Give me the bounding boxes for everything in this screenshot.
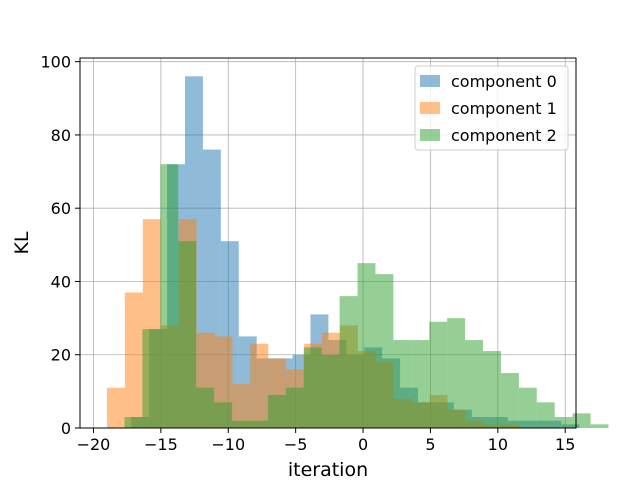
histogram-bar bbox=[483, 351, 501, 428]
x-tick-label: −15 bbox=[144, 435, 178, 454]
histogram-bar bbox=[249, 420, 268, 428]
histogram-bar bbox=[339, 296, 358, 428]
histogram-bar bbox=[142, 329, 161, 428]
y-tick-label: 0 bbox=[61, 419, 71, 438]
y-axis-label: KL bbox=[11, 231, 33, 254]
y-tick-label: 100 bbox=[40, 53, 71, 72]
plot-frame bbox=[79, 57, 577, 429]
histogram-bar bbox=[232, 384, 251, 428]
y-tick-label: 60 bbox=[51, 199, 71, 218]
histogram-bar bbox=[124, 292, 143, 428]
histogram-bar bbox=[232, 420, 250, 428]
histogram-bar bbox=[500, 373, 519, 428]
histogram-bar bbox=[411, 340, 430, 428]
y-tick-label: 40 bbox=[51, 272, 71, 291]
legend-swatch bbox=[420, 75, 440, 87]
x-tick-label: 0 bbox=[358, 435, 368, 454]
y-tick-label: 80 bbox=[51, 126, 71, 145]
legend-box bbox=[414, 65, 569, 151]
histogram-bar bbox=[465, 340, 483, 428]
histogram-bar bbox=[178, 241, 197, 428]
histogram-bar bbox=[160, 164, 179, 429]
x-axis-label: iteration bbox=[288, 459, 368, 480]
histogram-bar bbox=[124, 417, 143, 428]
histogram-bar bbox=[321, 354, 340, 428]
x-tick-label: 5 bbox=[425, 435, 435, 454]
histogram-bar bbox=[357, 263, 376, 428]
histogram-bar bbox=[536, 402, 555, 428]
histogram-bar bbox=[214, 402, 233, 428]
histogram-bar bbox=[518, 387, 537, 428]
legend-label: component 0 bbox=[451, 72, 557, 91]
x-tick-label: −10 bbox=[211, 435, 245, 454]
histogram-bar bbox=[196, 387, 215, 428]
histogram-bars bbox=[106, 76, 609, 429]
legend-swatch bbox=[420, 102, 440, 114]
histogram-bar bbox=[303, 347, 322, 428]
histogram-bar bbox=[554, 417, 573, 428]
histogram-bar bbox=[375, 274, 394, 428]
histogram-bar bbox=[447, 318, 466, 428]
histogram-bar bbox=[393, 340, 412, 428]
histogram-bar bbox=[250, 343, 269, 428]
series-2-bars bbox=[124, 164, 609, 429]
x-tick-label: −5 bbox=[284, 435, 308, 454]
legend: component 0 component 1 component 2 bbox=[414, 65, 569, 151]
x-tick-label: −20 bbox=[77, 435, 111, 454]
histogram-bar bbox=[267, 395, 286, 428]
histogram-bar bbox=[285, 387, 304, 428]
histogram-bar bbox=[572, 413, 591, 428]
legend-label: component 1 bbox=[451, 99, 557, 118]
histogram-bar bbox=[590, 424, 609, 428]
histogram-bar bbox=[106, 387, 125, 428]
histogram-bar bbox=[429, 321, 448, 428]
legend-swatch bbox=[420, 129, 440, 141]
x-tick-label: 10 bbox=[488, 435, 508, 454]
x-tick-label: 15 bbox=[555, 435, 575, 454]
y-tick-label: 20 bbox=[51, 346, 71, 365]
legend-label: component 2 bbox=[451, 126, 557, 145]
axes: −20 −15 −10 −5 0 5 10 15 0 20 40 60 80 100 bbox=[40, 53, 577, 454]
